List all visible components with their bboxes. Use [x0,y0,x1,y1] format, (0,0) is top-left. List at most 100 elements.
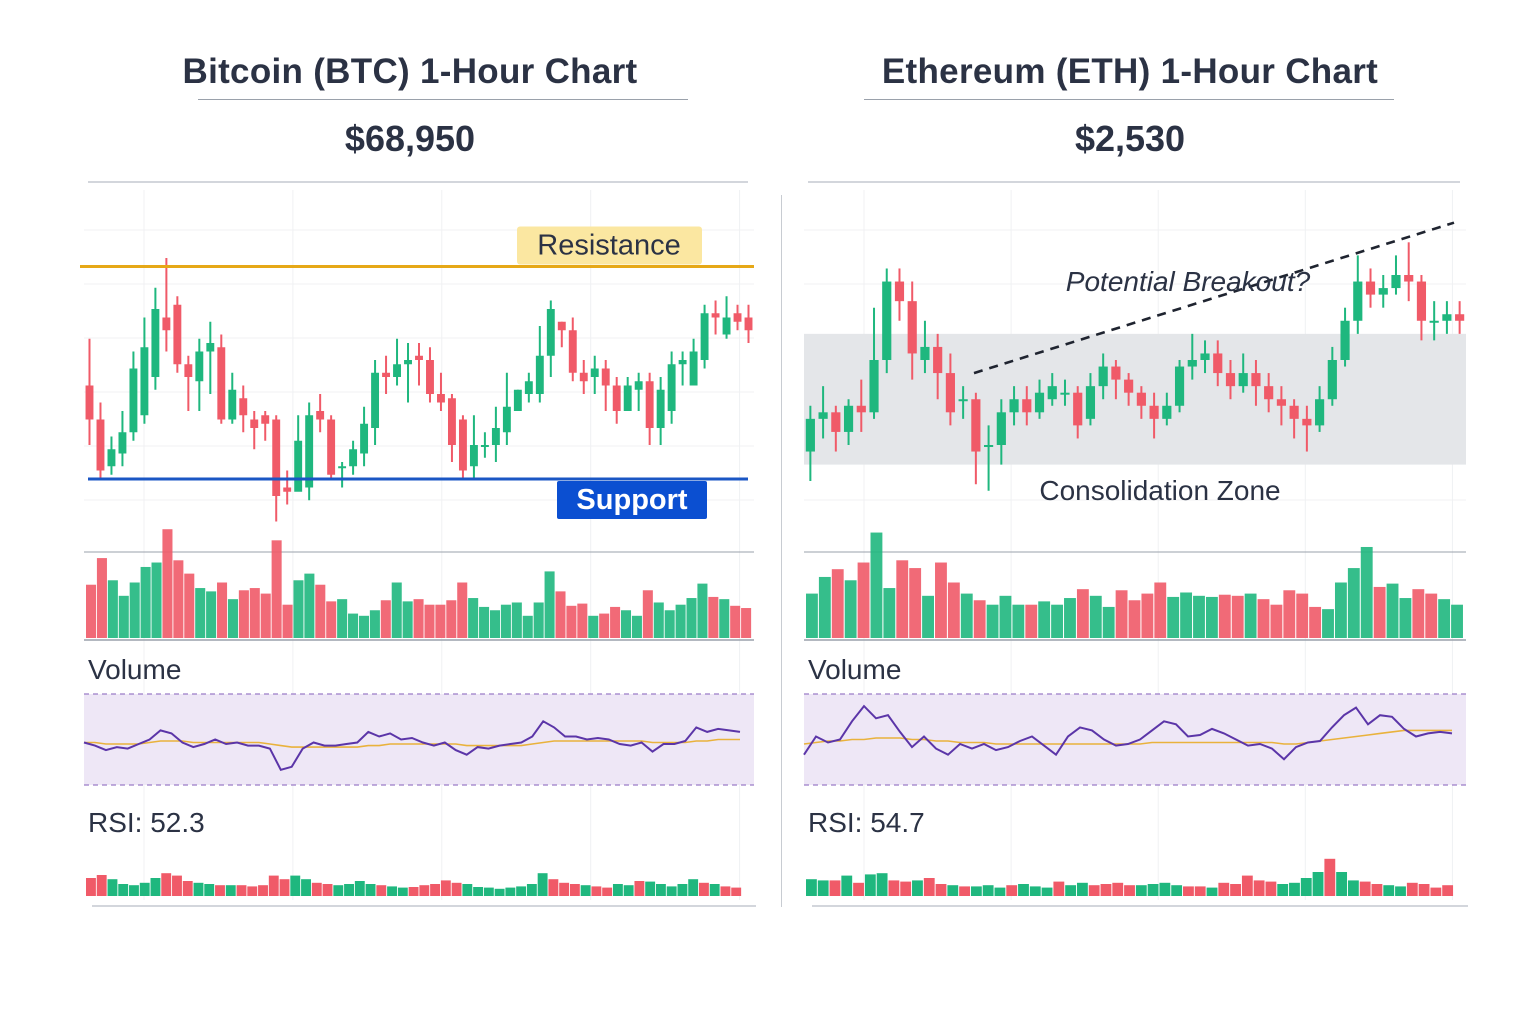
volume-bar-lower [96,875,107,896]
volume-bar [566,605,577,638]
volume-bar-lower [537,873,548,896]
candle-body [612,385,621,411]
candle-body [907,301,917,354]
zone-label: Consolidation Zone [1039,475,1280,506]
volume-bar [107,580,118,638]
candle-body [349,449,358,467]
volume-bar [653,602,664,638]
candle-body [217,347,226,420]
candle-body [118,432,127,454]
eth-chart-panel: Ethereum (ETH) 1-Hour Chart $2,530 Poten… [780,0,1480,1024]
candle-body [437,394,445,403]
volume-bar [610,606,621,638]
candle-body [1034,392,1045,413]
candle-body [140,347,149,416]
candle-body [107,449,116,467]
volume-bar-lower [1100,884,1112,896]
volume-bar-lower [247,886,258,896]
candle-body [447,398,456,445]
volume-bar [337,599,348,638]
volume-bar-lower [1442,885,1454,896]
current-price: $68,950 [344,118,476,159]
volume-bar [1167,596,1180,638]
volume-bar-lower [1289,882,1300,896]
volume-bar-lower [580,885,591,896]
candle-body [1365,281,1376,295]
volume-bar-lower [677,884,688,896]
candle-body [502,406,511,433]
candle-body [1378,288,1388,295]
volume-bar [1347,568,1360,638]
candle-body [700,313,709,360]
volume-bar [249,588,260,638]
chart-title: Ethereum (ETH) 1-Hour Chart [881,52,1379,91]
candle-body [601,368,610,386]
candle-body [843,405,854,432]
volume-bar-lower [204,884,215,896]
volume-bar-lower [569,884,580,896]
candle-body [1187,360,1197,367]
volume-bar [1334,582,1347,638]
candle-body [1327,360,1337,400]
candle-body [1353,281,1363,321]
volume-bar-lower [182,881,193,896]
volume-bar [1322,609,1334,638]
volume-bar [217,582,228,638]
volume-bar-lower [139,882,150,896]
volume-bar-lower [516,886,527,896]
volume-bar [86,584,97,638]
volume-bar [162,529,173,638]
volume-bar [1025,604,1038,638]
volume-bar-lower [172,875,182,896]
rsi-band [804,694,1466,785]
candle-body [250,419,259,428]
candle-body [678,360,687,365]
volume-bar [1386,583,1399,638]
candle-body [1213,353,1223,374]
volume-bar [1205,596,1218,638]
volume-bar-lower [505,887,516,896]
volume-bar [129,582,140,638]
volume-bar-lower [698,882,709,896]
volume-bar [304,573,315,638]
volume-bar [358,615,369,638]
candle-body [1073,392,1083,426]
candle-body [1136,392,1146,406]
candle-body [984,445,994,447]
volume-bar-lower [1230,884,1241,896]
volume-bar-lower [1347,880,1359,896]
volume-bar [511,602,522,638]
volume-bar-lower [970,886,982,896]
volume-bar-lower [1395,886,1406,896]
candle-body [535,355,544,394]
volume-bar [1425,593,1438,638]
candle-body [945,373,955,413]
candle-body [1302,418,1312,426]
volume-bar [184,573,195,638]
candle-body [1391,275,1401,289]
volume-bar-lower [559,882,570,896]
volume-bar-lower [354,881,365,896]
volume-bar [1154,582,1167,638]
volume-bar-lower [1159,882,1171,896]
volume-bar-lower [1194,886,1206,896]
volume-bar [960,593,973,638]
volume-bar [391,582,402,638]
candle-body [818,412,828,419]
volume-bar [533,602,544,638]
volume-bar-lower [1336,872,1348,896]
breakout-label: Potential Breakout? [1066,266,1311,297]
volume-bar-lower [994,887,1006,896]
candle-body [1264,386,1274,400]
volume-bar [315,584,326,638]
volume-bar-lower [451,882,462,896]
volume-bar-lower [462,884,473,896]
volume-bar-lower [1029,886,1041,896]
volume-bar [922,595,934,638]
candle-body [882,281,892,360]
volume-bar [195,588,206,638]
candle-body [568,330,577,373]
candle-body [1315,399,1325,426]
volume-bar-lower [1135,885,1147,896]
volume-bar-lower [1112,882,1124,896]
